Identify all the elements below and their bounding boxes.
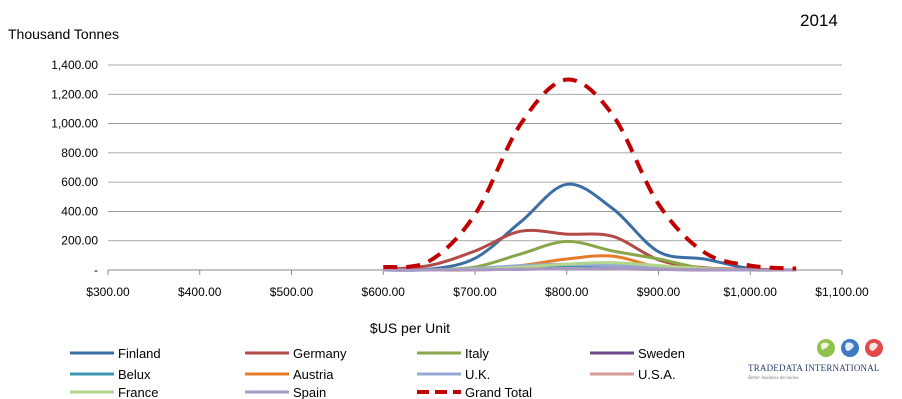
x-tick-label: $400.00 <box>178 285 222 299</box>
y-tick-label: 600.00 <box>61 175 98 189</box>
y-tick-label: 1,000.00 <box>51 117 98 131</box>
legend-label-u-k: U.K. <box>465 367 490 382</box>
legend-label-grand-total: Grand Total <box>465 385 532 399</box>
globe-icon-green-land <box>821 342 829 350</box>
x-tick-label: $600.00 <box>362 285 406 299</box>
legend-label-u-s-a: U.S.A. <box>638 367 676 382</box>
logo-name: TRADEDATA INTERNATIONAL <box>748 363 880 373</box>
logo-tagline: Better business decisions. <box>748 376 800 381</box>
legend-label-austria: Austria <box>293 367 334 382</box>
series-lines <box>383 77 797 272</box>
x-tick-label: $700.00 <box>453 285 497 299</box>
legend-label-italy: Italy <box>465 346 489 361</box>
y-tick-label: 800.00 <box>61 146 98 160</box>
x-axis-title: $US per Unit <box>370 320 450 336</box>
y-tick-label: 400.00 <box>61 204 98 218</box>
y-tick-label: 1,200.00 <box>51 87 98 101</box>
x-tick-label: $900.00 <box>637 285 681 299</box>
tradedata-logo: TRADEDATA INTERNATIONAL Better business … <box>748 339 883 381</box>
legend-label-belux: Belux <box>118 367 151 382</box>
y-axis-title: Thousand Tonnes <box>8 26 119 42</box>
series-line-finland <box>383 182 797 272</box>
x-axis-ticks: $300.00 $400.00 $500.00 $600.00 $700.00 $800.… <box>86 270 869 299</box>
globe-icon-blue-land <box>845 342 854 351</box>
gridlines <box>108 64 842 242</box>
y-tick-label: 1,400.00 <box>51 58 98 72</box>
series-line-grand-total <box>383 77 797 271</box>
x-tick-label: $800.00 <box>545 285 589 299</box>
y-axis-ticks: - 200.00 400.00 600.00 800.00 1,000.00 1,200.0… <box>51 58 98 277</box>
x-tick-label: $1,100.00 <box>815 285 869 299</box>
legend-label-spain: Spain <box>293 385 326 399</box>
legend-label-finland: Finland <box>118 346 161 361</box>
x-tick-label: $1,000.00 <box>724 285 778 299</box>
globe-icon-red-land <box>869 342 878 351</box>
legend-label-france: France <box>118 385 158 399</box>
chart-title: 2014 <box>800 11 838 30</box>
series-line-spain <box>383 267 797 272</box>
legend-label-germany: Germany <box>293 346 347 361</box>
legend: Finland Germany Italy Sweden Belux Austria U.K… <box>70 346 685 399</box>
x-tick-label: $300.00 <box>86 285 130 299</box>
y-tick-label: - <box>94 263 98 277</box>
y-tick-label: 200.00 <box>61 234 98 248</box>
legend-label-sweden: Sweden <box>638 346 685 361</box>
x-tick-label: $500.00 <box>270 285 314 299</box>
